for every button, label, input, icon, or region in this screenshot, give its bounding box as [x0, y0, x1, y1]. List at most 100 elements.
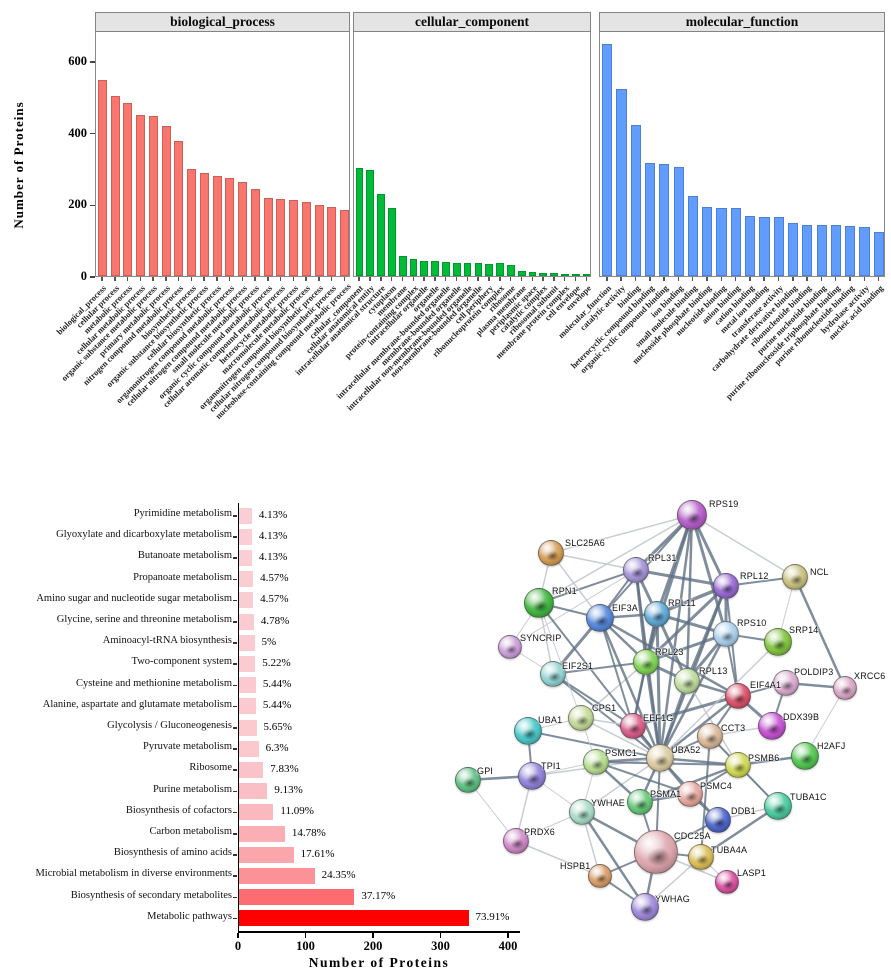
kegg-category-tick	[233, 642, 237, 644]
kegg-x-tick	[372, 932, 374, 938]
x-tick	[649, 277, 651, 281]
bar	[873, 231, 884, 276]
kegg-percent-label: 5.22%	[262, 656, 291, 669]
network-node-DDB1	[705, 807, 731, 833]
bar	[442, 262, 450, 276]
kegg-category-tick	[233, 833, 237, 835]
bar	[212, 176, 222, 276]
kegg-bar	[239, 677, 256, 694]
kegg-bar	[239, 846, 294, 863]
network-edge	[538, 514, 693, 604]
x-tick	[777, 277, 780, 281]
kegg-category-label: Two-component system	[131, 656, 232, 668]
x-tick	[509, 277, 512, 281]
network-node-label: EEF1G	[643, 713, 674, 723]
bar	[301, 202, 311, 276]
kegg-bar	[239, 613, 254, 630]
y-tick	[90, 61, 95, 63]
x-tick	[877, 277, 880, 281]
kegg-category-label: Purine metabolism	[152, 783, 232, 795]
kegg-percent-label: 14.78%	[291, 826, 326, 839]
kegg-bar	[239, 507, 252, 524]
bar	[276, 199, 286, 276]
kegg-percent-label: 5.65%	[263, 720, 292, 733]
network-edge	[644, 514, 694, 663]
kegg-row: Cysteine and methionine metabolism 5.44%	[60, 675, 565, 696]
network-edge	[509, 569, 637, 648]
kegg-percent-label: 5.44%	[262, 678, 292, 691]
kegg-category-tick	[233, 578, 237, 581]
network-node-label: SRP14	[789, 625, 819, 635]
network-node-label: RPN1	[552, 586, 577, 596]
network-node-DDX39B	[758, 712, 786, 740]
x-tick	[499, 277, 501, 281]
x-tick	[390, 277, 393, 281]
network-edge	[658, 633, 728, 759]
x-tick	[553, 277, 555, 281]
kegg-bar	[239, 867, 315, 884]
network-edge	[659, 641, 779, 759]
bar	[616, 89, 627, 276]
go-panel-title: molecular_function	[599, 12, 885, 32]
bar	[420, 260, 429, 276]
kegg-percent-label: 4.13%	[258, 508, 288, 521]
kegg-row: Metabolic pathways 73.91%	[60, 908, 565, 929]
network-node-YWHAG	[631, 893, 659, 921]
network-edge	[580, 661, 647, 719]
bar	[485, 263, 494, 276]
x-tick	[763, 277, 765, 281]
network-node-label: RPL12	[740, 571, 769, 581]
network-node-HSPB1	[588, 864, 612, 888]
bar	[250, 188, 260, 276]
kegg-x-tick	[439, 932, 442, 938]
kegg-x-tick	[237, 932, 239, 938]
network-edge	[691, 514, 796, 578]
x-tick	[126, 277, 129, 281]
network-node-label: GPI	[477, 766, 494, 776]
network-edge	[550, 552, 637, 571]
network-node-label: UBA1	[538, 715, 563, 725]
kegg-category-tick	[233, 896, 237, 899]
network-edge	[552, 673, 661, 759]
x-tick	[720, 277, 723, 281]
network-node-label: TUBA1C	[790, 792, 827, 802]
kegg-category-label: Glycine, serine and threonine metabolism	[56, 614, 232, 625]
kegg-row: Purine metabolism 9.13%	[60, 781, 565, 802]
kegg-x-tick-label: 300	[431, 939, 450, 953]
bar	[225, 178, 235, 276]
kegg-category-label: Glyoxylate and dicarboxylate metabolism	[56, 529, 232, 541]
kegg-row: Glycolysis / Gluconeogenesis 5.65%	[60, 717, 565, 738]
kegg-x-tick	[507, 932, 509, 938]
kegg-percent-label: 4.57%	[260, 572, 289, 585]
go-bar-chart: Number of Proteins 0 200 400 600 biological…	[10, 12, 886, 474]
x-tick	[165, 277, 167, 281]
kegg-category-tick	[233, 854, 237, 856]
kegg-category-label: Carbon metabolism	[149, 826, 232, 837]
x-tick	[455, 277, 458, 281]
go-panel-cellular_component: cellular_component cellular_component cell…	[293, 12, 593, 472]
x-tick	[677, 277, 680, 281]
kegg-bar	[239, 761, 264, 778]
bar	[161, 126, 171, 276]
bar	[582, 274, 590, 276]
network-edge	[644, 584, 728, 664]
bar	[830, 225, 842, 276]
go-x-axis: molecular_function catalytic activity bind…	[556, 277, 885, 472]
kegg-row: Pyrimidine metabolism 4.13%	[60, 505, 565, 526]
bar	[644, 163, 656, 276]
kegg-percent-label: 6.3%	[265, 741, 289, 754]
y-tick	[90, 132, 95, 135]
kegg-bar	[239, 740, 259, 757]
kegg-percent-label: 4.13%	[258, 529, 288, 542]
x-tick	[531, 277, 533, 281]
y-tick	[90, 204, 95, 206]
network-node-label: TPI1	[541, 761, 561, 771]
network-node-CCT3	[697, 723, 723, 749]
go-x-axis: cellular_component cellular anatomical en…	[293, 277, 593, 472]
kegg-row: Microbial metabolism in diverse environm…	[35, 865, 565, 886]
x-tick	[606, 277, 608, 281]
x-tick	[279, 277, 282, 281]
kegg-category-label: Glycolysis / Gluconeogenesis	[107, 720, 232, 731]
network-node-label: RPL13	[699, 666, 728, 676]
kegg-percent-label: 5%	[261, 635, 277, 648]
